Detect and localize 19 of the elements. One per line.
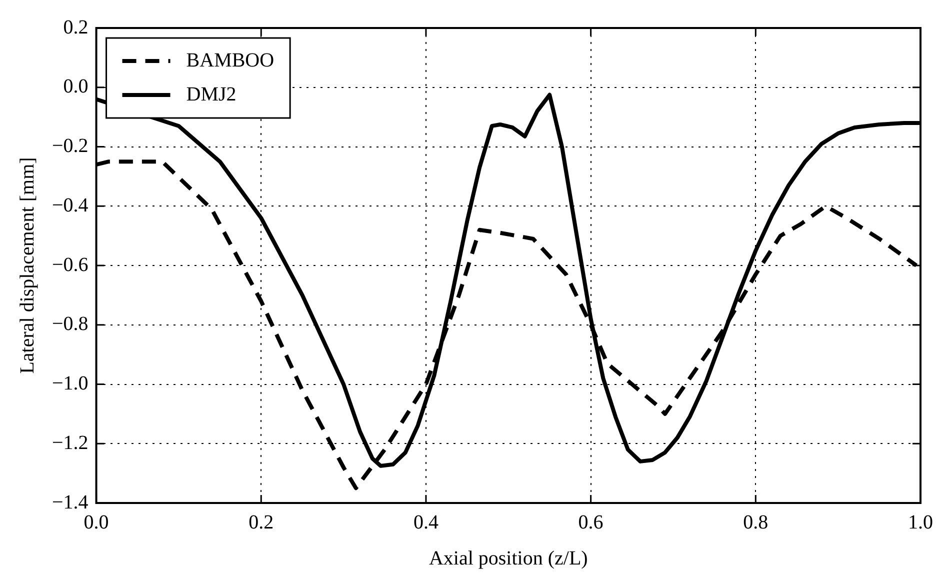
- y-tick-label: −1.0: [52, 372, 88, 394]
- x-tick-label: 0.8: [743, 511, 768, 534]
- x-tick-label: 0.0: [84, 511, 109, 534]
- y-axis-title: Lateral displacement [mm]: [16, 157, 38, 374]
- x-axis-title: Axial position (z/L): [428, 547, 588, 570]
- y-tick-label: −0.4: [52, 194, 88, 216]
- legend-label: BAMBOO: [186, 49, 274, 72]
- y-tick-label: −1.4: [52, 491, 88, 514]
- y-tick-label: −0.6: [52, 254, 88, 276]
- x-tick-label: 0.6: [578, 511, 604, 534]
- x-tick-label: 0.2: [248, 511, 274, 534]
- y-tick-label: 0.2: [63, 16, 88, 38]
- x-tick-label: 1.0: [908, 511, 933, 534]
- legend-label: DMJ2: [186, 83, 236, 106]
- y-tick-label: −0.2: [52, 135, 88, 157]
- y-tick-label: −1.2: [52, 432, 88, 454]
- y-tick-label: −0.8: [52, 313, 88, 336]
- x-tick-label: 0.4: [413, 511, 438, 534]
- y-tick-label: 0.0: [63, 76, 88, 98]
